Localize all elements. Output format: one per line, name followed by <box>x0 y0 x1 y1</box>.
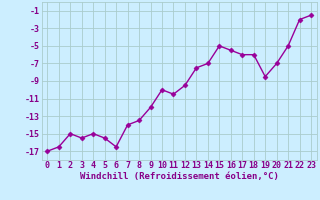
X-axis label: Windchill (Refroidissement éolien,°C): Windchill (Refroidissement éolien,°C) <box>80 172 279 181</box>
